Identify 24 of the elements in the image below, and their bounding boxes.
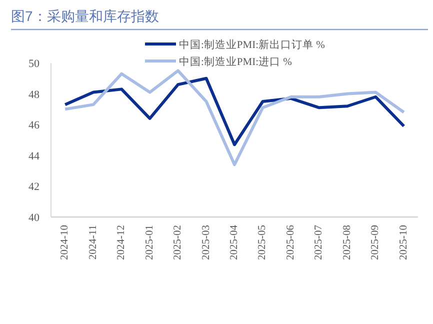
legend-label: 中国:制造业PMI:进口 % (179, 55, 292, 68)
x-tick-label: 2024-11 (88, 225, 99, 260)
y-tick-label: 40 (28, 212, 40, 224)
y-tick-label: 44 (28, 150, 40, 162)
x-tick-label: 2025-08 (342, 225, 353, 260)
x-tick-label: 2025-03 (200, 225, 212, 260)
x-tick-label: 2025-07 (314, 225, 325, 260)
x-tick-label: 2025-10 (398, 225, 410, 260)
legend-label: 中国:制造业PMI:新出口订单 % (179, 38, 326, 51)
x-tick-label: 2025-02 (172, 225, 184, 260)
y-tick-label: 50 (28, 58, 40, 70)
y-tick-label: 48 (28, 88, 40, 101)
x-tick-label: 2024-10 (60, 225, 71, 260)
x-tick-label: 2025-06 (285, 225, 296, 260)
x-tick-label: 2025-05 (257, 225, 268, 260)
line-series (64, 76, 406, 146)
chart-title: 图7：采购量和库存指数 (11, 8, 159, 24)
y-tick-label: 46 (28, 120, 40, 132)
x-tick-label: 2025-01 (144, 225, 156, 260)
x-tick-label: 2025-09 (370, 225, 382, 260)
x-tick-label: 2025-04 (229, 224, 240, 260)
y-tick-label: 42 (28, 181, 40, 194)
line-series (64, 69, 406, 166)
x-tick-label: 2024-12 (116, 225, 128, 260)
